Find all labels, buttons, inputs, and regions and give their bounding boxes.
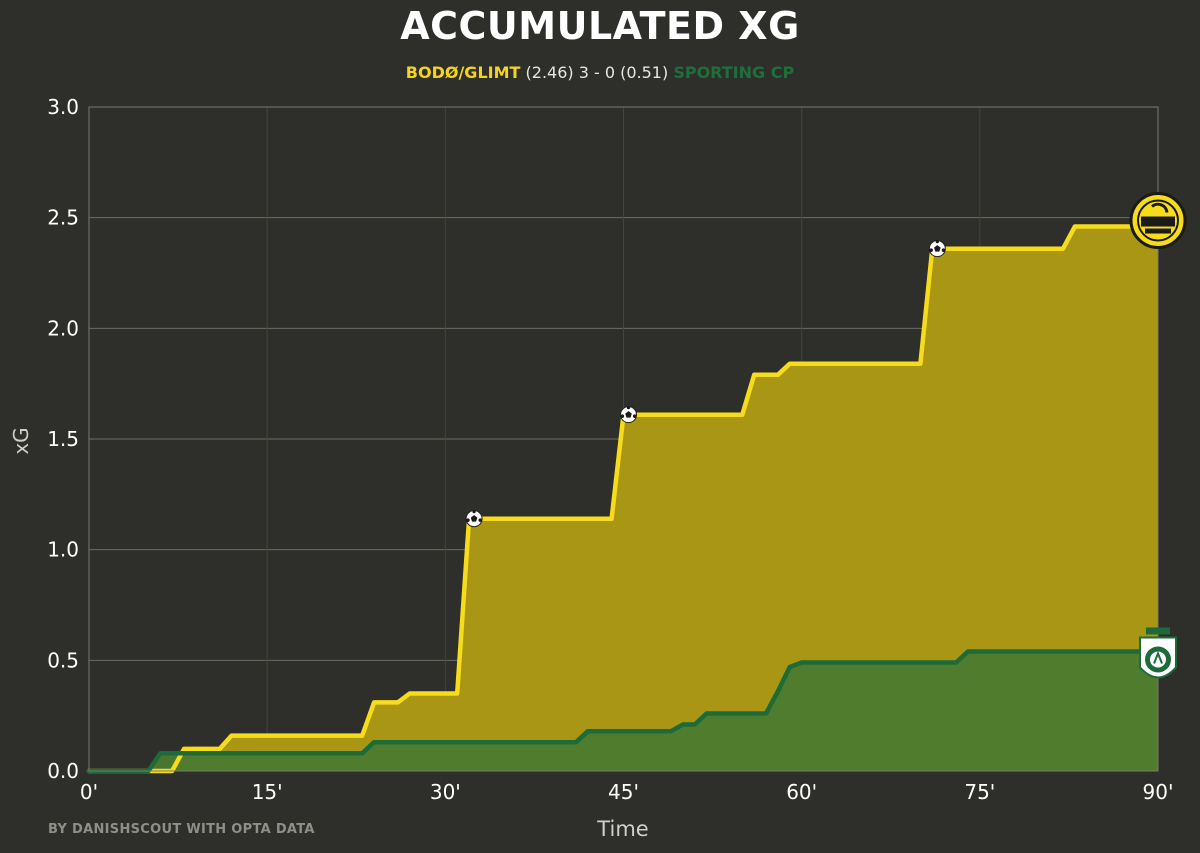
plot-frame xyxy=(88,106,1159,772)
bodo-glimt-crest-icon xyxy=(1129,192,1187,250)
x-tick-label: 60' xyxy=(786,780,817,804)
y-tick-label: 1.0 xyxy=(47,538,79,562)
team-badges xyxy=(1129,192,1187,679)
home-team-name: BODØ/GLIMT xyxy=(405,63,521,82)
home-xg-line xyxy=(86,224,1161,774)
x-tick-label: 30' xyxy=(430,780,461,804)
chart-title: ACCUMULATED XG xyxy=(400,4,800,48)
axes: 0.0 0.5 1.0 1.5 2.0 2.5 3.0 0' 15' 30' 45' 60' 75' 90… xyxy=(47,95,1173,804)
y-tick-label: 2.0 xyxy=(47,316,79,340)
x-tick-label: 15' xyxy=(252,780,283,804)
football-icon xyxy=(928,240,946,258)
away-xg-area xyxy=(89,651,1158,771)
football-icon xyxy=(465,510,483,528)
x-tick-label: 0' xyxy=(80,780,98,804)
series-areas xyxy=(89,226,1158,771)
y-tick-label: 3.0 xyxy=(47,95,79,119)
y-tick-label: 0.5 xyxy=(47,648,79,672)
home-xg-area xyxy=(89,226,1158,771)
chart-subtitle: BODØ/GLIMT (2.46) 3 - 0 (0.51) SPORTING … xyxy=(0,63,1200,82)
y-axis-label: xG xyxy=(9,427,33,454)
x-tick-label: 45' xyxy=(608,780,639,804)
away-xg-line xyxy=(86,649,1161,774)
away-team-name: SPORTING CP xyxy=(673,63,795,82)
credit-text: BY DANISHSCOUT WITH OPTA DATA xyxy=(48,822,315,837)
y-tick-label: 0.0 xyxy=(47,759,79,783)
x-tick-label: 90' xyxy=(1143,780,1174,804)
x-tick-label: 75' xyxy=(964,780,995,804)
goal-markers xyxy=(465,240,946,528)
score-text: (2.46) 3 - 0 (0.51) xyxy=(525,63,669,82)
sporting-cp-crest-icon xyxy=(1139,627,1177,679)
football-icon xyxy=(620,406,637,424)
x-axis-label: Time xyxy=(596,817,648,841)
series-lines xyxy=(86,224,1161,774)
y-tick-label: 2.5 xyxy=(47,206,79,230)
y-tick-label: 1.5 xyxy=(47,427,79,451)
